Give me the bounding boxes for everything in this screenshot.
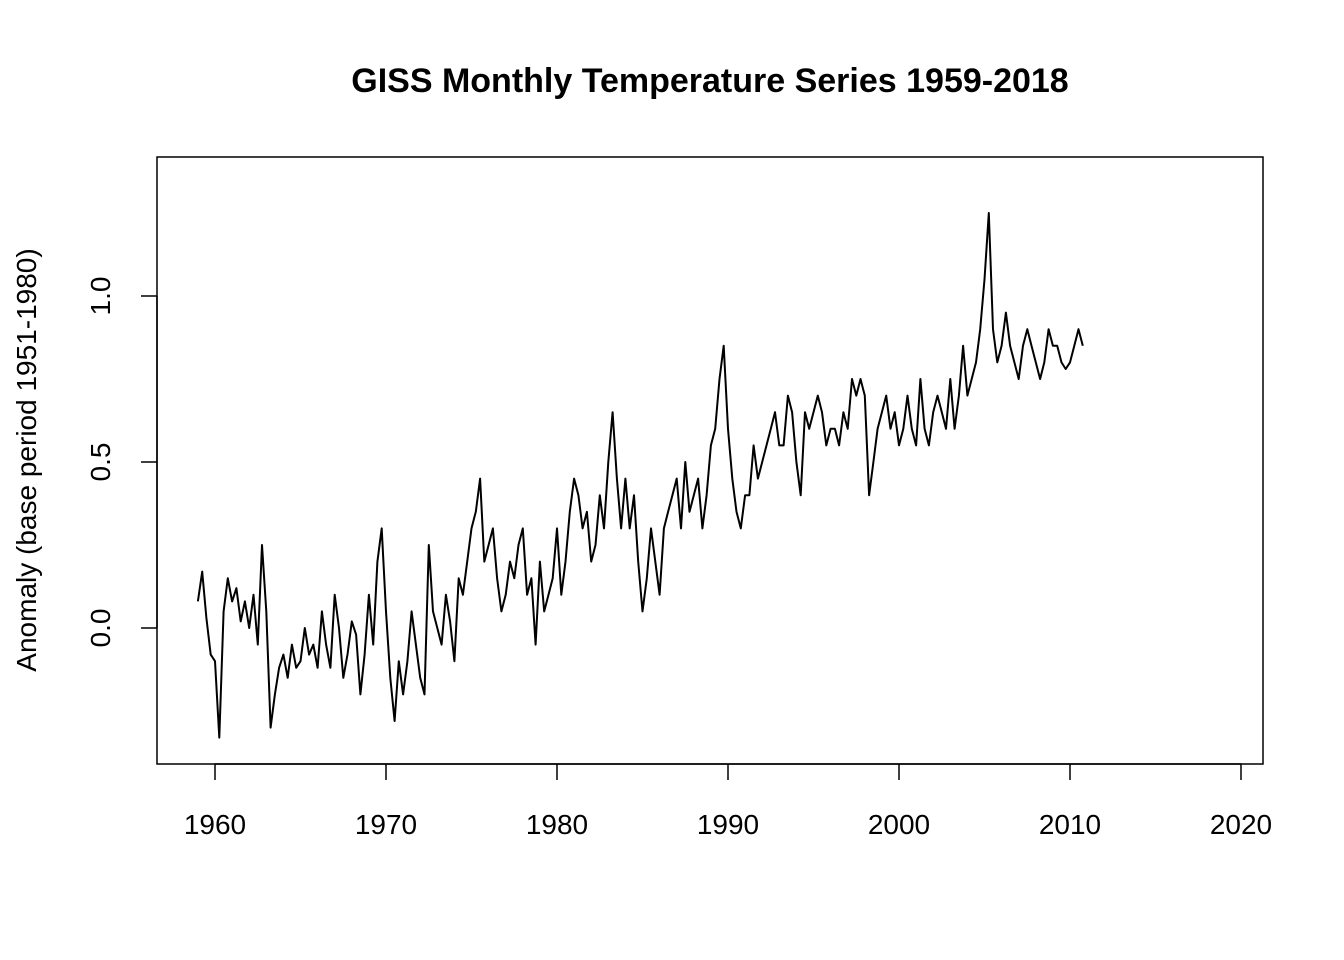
y-tick-label: 1.0: [85, 277, 116, 316]
y-tick-label: 0.5: [85, 443, 116, 482]
x-tick-label: 1960: [184, 809, 246, 840]
y-axis: 0.0 0.5 1.0: [85, 277, 158, 648]
x-tick-label: 1970: [355, 809, 417, 840]
y-tick-label: 0.0: [85, 609, 116, 648]
x-tick-label: 2010: [1039, 809, 1101, 840]
x-axis: 1960 1970 1980 1990 2000 2010 2020: [184, 763, 1272, 840]
series-line: [196, 212, 1084, 739]
x-tick-label: 2000: [868, 809, 930, 840]
y-axis-label: Anomaly (base period 1951-1980): [11, 248, 42, 671]
x-tick-label: 1990: [697, 809, 759, 840]
x-tick-label: 1980: [526, 809, 588, 840]
chart-title: GISS Monthly Temperature Series 1959-201…: [351, 62, 1068, 100]
x-tick-label: 2020: [1210, 809, 1272, 840]
